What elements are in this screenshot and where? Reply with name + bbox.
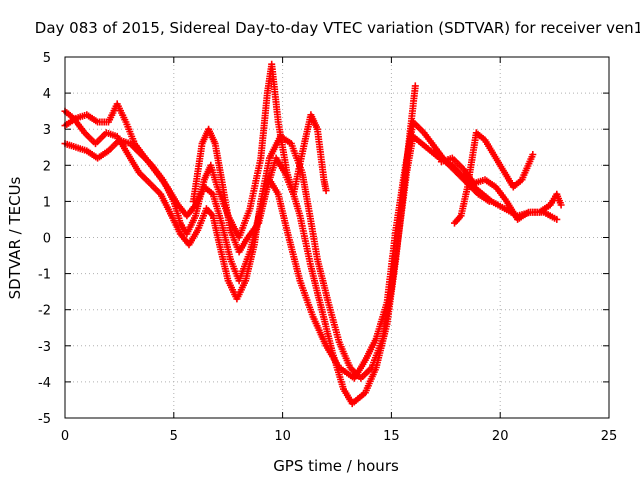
- x-tick-label: 0: [61, 429, 69, 444]
- chart-title: Day 083 of 2015, Sidereal Day-to-day VTE…: [35, 19, 640, 37]
- data-series: [189, 111, 330, 256]
- y-tick-label: 0: [43, 232, 51, 247]
- axis-ticks: [64, 56, 610, 419]
- x-tick-label: 5: [170, 429, 178, 444]
- y-tick-label: 4: [43, 87, 51, 102]
- y-tick-label: 2: [43, 159, 51, 174]
- data-series: [451, 129, 537, 227]
- x-axis-label: GPS time / hours: [273, 457, 399, 475]
- x-tick-labels: 0 5 10 15 20 25: [61, 429, 617, 444]
- y-tick-label: 1: [43, 195, 51, 210]
- y-tick-labels: -5 -4 -3 -2 -1 0 1 2 3 4 5: [38, 51, 51, 427]
- plus-markers: [451, 129, 537, 227]
- x-tick-label: 10: [274, 429, 291, 444]
- y-tick-label: 5: [43, 51, 51, 66]
- y-tick-label: -2: [38, 304, 51, 319]
- x-tick-label: 20: [492, 429, 509, 444]
- y-tick-label: 3: [43, 123, 51, 138]
- plus-markers: [189, 111, 330, 256]
- x-tick-label: 15: [383, 429, 400, 444]
- y-tick-label: -5: [38, 412, 51, 427]
- x-tick-label: 25: [601, 429, 618, 444]
- y-tick-label: -4: [38, 376, 51, 391]
- plus-markers: [437, 154, 565, 223]
- y-axis-label: SDTVAR / TECUs: [6, 176, 24, 299]
- y-tick-label: -3: [38, 340, 51, 355]
- y-tick-label: -1: [38, 268, 51, 283]
- data-series: [437, 154, 565, 223]
- grid-lines: [65, 57, 609, 418]
